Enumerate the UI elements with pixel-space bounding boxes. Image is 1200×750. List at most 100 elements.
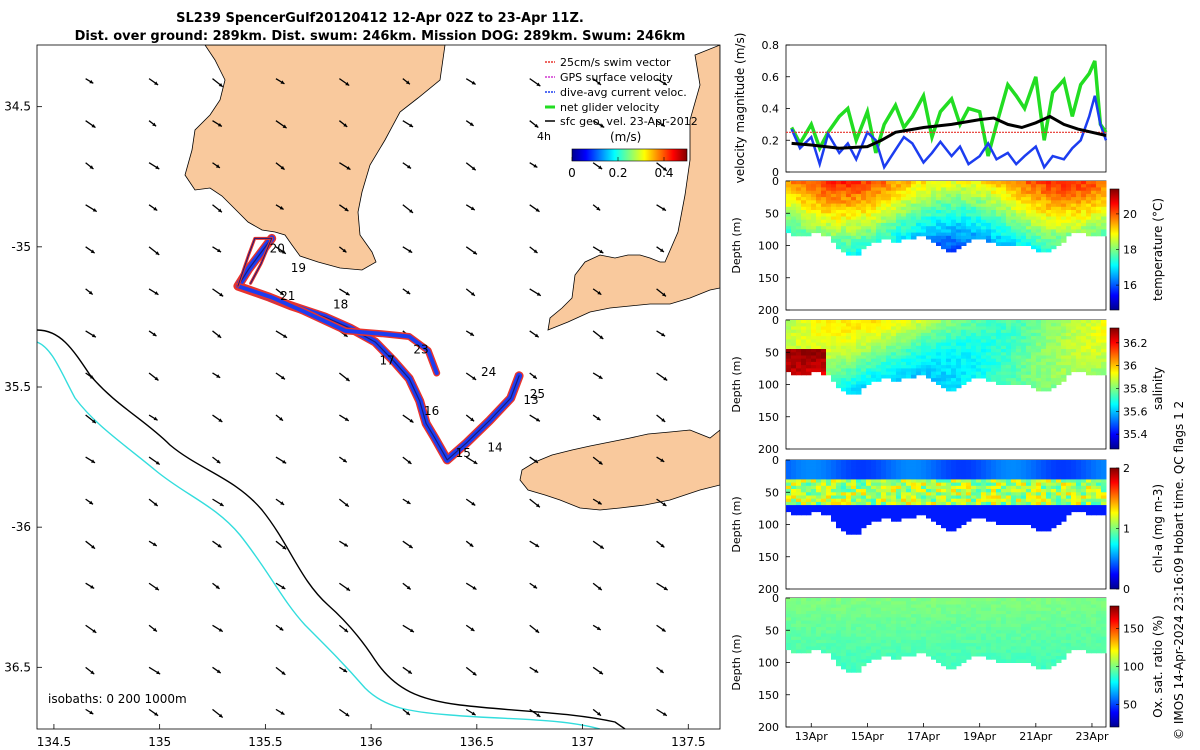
section-cell: [1046, 352, 1052, 356]
section-cell: [1016, 210, 1022, 214]
section-cell: [1051, 239, 1057, 243]
section-cell: [786, 601, 792, 605]
section-cell: [806, 323, 812, 327]
section-cell: [1091, 339, 1097, 344]
section-cell: [896, 501, 902, 506]
current-vector-head: [598, 165, 603, 170]
section-cell: [1046, 222, 1052, 227]
section-cell: [891, 643, 897, 647]
section-cell: [846, 505, 852, 509]
section-cell: [1101, 466, 1107, 471]
section-cell: [801, 601, 807, 605]
section-cell: [996, 355, 1002, 360]
speed-colorbar: [571, 148, 688, 162]
section-cell: [941, 342, 947, 347]
day-label: 14: [487, 440, 502, 454]
section-cell: [851, 669, 857, 673]
section-cell: [841, 511, 847, 516]
section-cell: [981, 630, 987, 634]
section-cell: [856, 531, 862, 535]
section-cell: [886, 627, 892, 631]
section-cell: [976, 469, 982, 474]
section-cell: [966, 368, 972, 373]
section-cell: [986, 646, 992, 651]
isobath-200m: [37, 341, 601, 729]
section-cell: [1026, 460, 1032, 464]
section-cell: [786, 358, 792, 363]
section-cell: [911, 476, 917, 480]
section-cell: [851, 479, 857, 484]
section-cell: [1036, 505, 1042, 509]
section-cell: [991, 646, 997, 651]
section-cell: [906, 476, 912, 480]
section-cell: [1006, 601, 1012, 605]
section-cell: [846, 604, 852, 609]
current-vector-head: [469, 122, 474, 126]
section-cell: [986, 607, 992, 612]
section-cell: [1056, 229, 1062, 234]
section-cell: [1031, 235, 1037, 240]
section-cell: [1076, 190, 1082, 195]
section-cell: [1066, 229, 1072, 234]
section-cell: [806, 508, 812, 513]
section-cell: [896, 235, 902, 240]
section-cell: [876, 190, 882, 195]
section-cell: [1041, 210, 1047, 214]
section-cell: [976, 463, 982, 467]
current-vector-head: [342, 458, 347, 463]
section-cell: [946, 656, 952, 660]
section-cell: [946, 495, 952, 500]
section-cell: [911, 649, 917, 654]
section-cell: [996, 329, 1002, 334]
section-cell: [1086, 472, 1092, 477]
section-cell: [1061, 329, 1067, 334]
section-cell: [1046, 216, 1052, 221]
section-cell: [841, 210, 847, 214]
section-cell: [1031, 210, 1037, 214]
section-cell: [816, 617, 822, 622]
section-cell: [801, 630, 807, 634]
section-cell: [916, 511, 922, 516]
section-cell: [1061, 466, 1067, 471]
section-cell: [946, 239, 952, 243]
section-cell: [931, 505, 937, 509]
section-cell: [971, 617, 977, 622]
section-cell: [1066, 206, 1072, 211]
section-cell: [886, 472, 892, 477]
section-cell: [1051, 235, 1057, 240]
section-cell: [1096, 495, 1102, 500]
section-cell: [1041, 381, 1047, 385]
current-vector-head: [345, 377, 350, 382]
section-cell: [916, 349, 922, 353]
section-cell: [846, 251, 852, 256]
section-cell: [891, 190, 897, 195]
section-cell: [836, 511, 842, 516]
section-cell: [836, 476, 842, 480]
section-cell: [896, 489, 902, 493]
section-cell: [941, 242, 947, 246]
section-cell: [841, 460, 847, 464]
section-cell: [876, 358, 882, 363]
section-cell: [801, 604, 807, 609]
section-cell: [866, 378, 872, 382]
section-cell: [921, 184, 927, 188]
section-cell: [856, 323, 862, 327]
section-cell: [931, 492, 937, 496]
section-cell: [1026, 518, 1032, 522]
section-cell: [1016, 190, 1022, 195]
section-cell: [1091, 216, 1097, 221]
current-vector-head: [218, 83, 223, 87]
section-cell: [1066, 472, 1072, 477]
section-cell: [1041, 323, 1047, 327]
section-cell: [1006, 498, 1012, 503]
section-cell: [1006, 349, 1012, 353]
current-vector-head: [470, 206, 475, 211]
current-vector-head: [534, 669, 539, 673]
section-cell: [896, 639, 902, 644]
section-cell: [1001, 190, 1007, 195]
section-cell: [806, 623, 812, 628]
section-cell: [786, 213, 792, 217]
section-cell: [831, 229, 837, 234]
section-cell: [911, 630, 917, 634]
section-cell: [1001, 352, 1007, 356]
